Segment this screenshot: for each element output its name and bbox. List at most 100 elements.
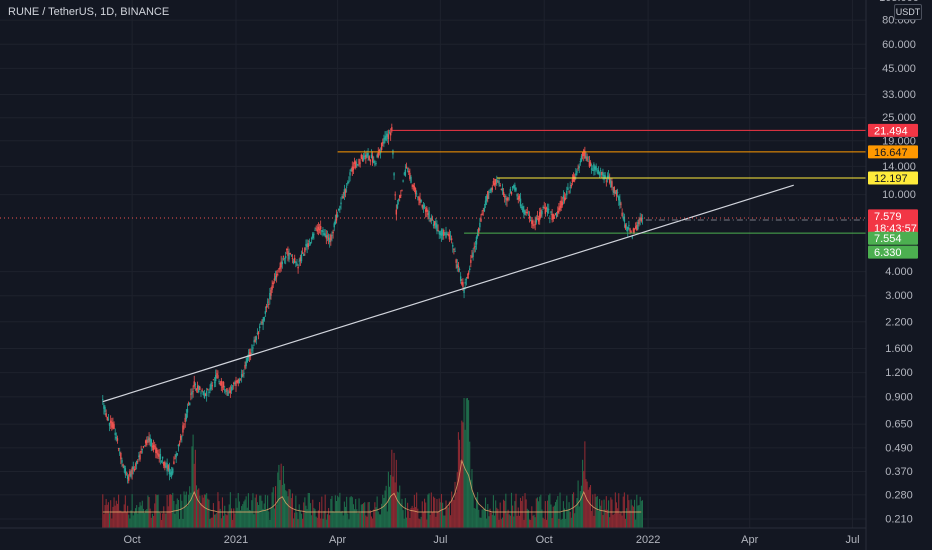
candle-body (516, 193, 518, 197)
candle-body (271, 285, 273, 290)
candle-body (192, 390, 194, 392)
volume-bar (227, 512, 229, 528)
volume-bar (237, 493, 239, 528)
volume-bar (299, 510, 301, 528)
volume-bar (131, 494, 133, 528)
volume-bar (225, 514, 227, 528)
candle-body (362, 155, 365, 161)
time-tick-label[interactable]: Oct (536, 534, 553, 546)
volume-bar (556, 499, 558, 528)
candle-body (157, 453, 159, 456)
candle-body (422, 205, 425, 209)
volume-bar (541, 509, 543, 528)
volume-bar (157, 494, 159, 528)
candle-body (465, 278, 468, 280)
volume-bar (601, 500, 603, 528)
time-tick-label[interactable]: Apr (329, 534, 346, 546)
candle-body (544, 207, 547, 214)
candle-body (185, 413, 188, 420)
currency-label[interactable]: USDT (894, 4, 922, 20)
volume-bar (430, 492, 432, 528)
candle-body (458, 269, 461, 270)
candle-body (151, 445, 154, 448)
time-tick-label[interactable]: Apr (741, 534, 758, 546)
price-axis[interactable] (866, 0, 932, 550)
volume-bar (146, 509, 148, 528)
candle-body (590, 168, 593, 170)
candle-body (452, 245, 454, 247)
volume-bar (411, 505, 413, 528)
candle-body (248, 352, 251, 358)
candle-body (243, 372, 245, 375)
candle-body (260, 323, 262, 325)
trend-line[interactable] (102, 184, 794, 403)
price-tick-label: 10.000 (882, 189, 916, 201)
candle-body (268, 304, 270, 305)
price-tick-label: 60.000 (882, 39, 916, 51)
candle-body (529, 220, 532, 222)
volume-bar (519, 497, 522, 528)
candle-body (554, 213, 557, 216)
price-tick-label: 14.000 (882, 161, 916, 173)
volume-bar (204, 494, 207, 528)
volume-bar (421, 501, 423, 528)
candle-body (195, 388, 198, 391)
volume-bar (553, 505, 555, 528)
candle-body (165, 465, 167, 467)
candle-body (352, 166, 355, 171)
candle-body (182, 425, 184, 433)
candle-body (318, 228, 321, 231)
candle-body (212, 379, 215, 381)
candle-body (300, 254, 303, 262)
candle-body (107, 418, 110, 420)
time-tick-label[interactable]: Jul (845, 534, 859, 546)
candle-body (211, 385, 213, 387)
volume-bar (626, 508, 628, 528)
volume-bar (320, 518, 322, 528)
candle-body (605, 180, 608, 182)
volume-bar (472, 493, 474, 528)
volume-bar (314, 509, 316, 528)
candle-body (357, 164, 359, 166)
time-tick-label[interactable]: Jul (433, 534, 447, 546)
candle-body (432, 224, 435, 227)
candle-body (361, 157, 364, 162)
price-tick-label: 0.490 (885, 442, 913, 454)
volume-bar (401, 498, 403, 528)
volume-bar (106, 504, 108, 528)
volume-bar (366, 516, 368, 528)
volume-bar (149, 508, 151, 528)
volume-bar (278, 464, 280, 528)
candle-body (498, 180, 500, 185)
candle-body (523, 209, 525, 214)
candle-body (111, 422, 113, 428)
candle-body (587, 156, 589, 158)
candle-body (459, 276, 462, 281)
time-tick-label[interactable]: 2022 (636, 534, 660, 546)
candle-body (313, 233, 315, 235)
candle-body (505, 198, 507, 200)
candle-body (299, 257, 302, 262)
volume-bar (388, 486, 391, 528)
volume-bar (370, 516, 373, 528)
time-tick-label[interactable]: Oct (124, 534, 141, 546)
candle-body (190, 393, 192, 395)
volume-bar (405, 517, 408, 528)
volume-bar (127, 505, 129, 528)
volume-bar (178, 519, 181, 528)
volume-bar (375, 507, 377, 528)
volume-bar (180, 494, 182, 528)
candle-body (123, 465, 125, 468)
volume-bar (153, 515, 155, 528)
candle-body (200, 392, 202, 394)
volume-bar (238, 501, 240, 528)
candle-body (345, 186, 348, 188)
candle-body (322, 231, 324, 233)
time-tick-label[interactable]: 2021 (224, 534, 248, 546)
candle-body (275, 274, 278, 278)
candle-body (404, 169, 407, 176)
candle-body (336, 214, 339, 217)
price-tick-label: 4.000 (885, 266, 913, 278)
volume-bar (428, 493, 430, 528)
